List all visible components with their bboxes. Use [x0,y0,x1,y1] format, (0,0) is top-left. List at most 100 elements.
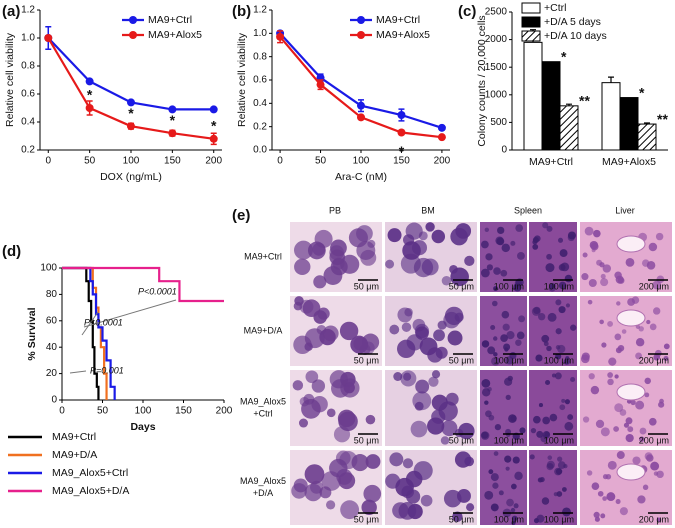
cell [495,236,504,245]
cell [421,258,439,276]
cell [529,454,535,460]
cell [554,467,562,476]
cell [545,263,555,273]
cell [614,374,619,379]
cell [555,353,562,360]
survival-line [62,266,100,400]
significance: * [399,143,405,159]
cell [606,492,616,502]
scale-label: 50 μm [449,514,474,524]
x-tick-label: 0 [277,156,283,167]
cell [623,422,630,428]
cell [481,340,490,348]
significance: * [561,48,567,64]
legend-label: MA9_Alox5+Ctrl [52,467,128,479]
p-value: P<0.0001 [84,317,123,327]
bar [523,41,543,151]
point [316,80,325,89]
column-label: PB [329,205,341,215]
column-label: BM [421,205,435,215]
cell [616,301,621,306]
cell [493,451,499,456]
cell [356,225,373,242]
cell [599,262,605,268]
cell [658,401,665,408]
x-tick-label: 0 [59,406,65,417]
cell [510,415,517,422]
cell [538,403,544,408]
cell [644,377,651,385]
cell [396,339,416,359]
cell [635,400,645,410]
cell [607,378,614,386]
row-label: MA9+Ctrl [244,251,282,261]
cell [532,244,539,250]
cell [385,473,401,489]
y-tick-label: 0.8 [21,61,35,72]
point [357,101,365,110]
vessel [616,463,646,481]
cell [425,222,435,232]
cell [485,410,492,418]
cell [599,319,604,325]
cell [652,307,661,315]
cell [323,266,343,285]
scale-label: 200 μm [639,514,669,524]
y-axis-label: % Survival [26,307,38,360]
cell [493,336,498,341]
cell [515,339,522,346]
cell [301,399,321,419]
cell [402,458,414,469]
cell [652,280,662,290]
y-axis-label: Colony counts / 20,000 cells [476,15,488,146]
cell [339,321,359,341]
cell [441,275,452,286]
cell [435,346,448,359]
cell [547,455,553,460]
cell [656,517,662,523]
survival-line [62,266,108,400]
x-tick-label: 200 [434,156,451,167]
cell [491,356,500,366]
cell [559,249,568,258]
survival-line [62,266,116,400]
cell [536,430,544,438]
cell [291,483,307,499]
cell [595,419,605,429]
x-tick-label: 200 [216,406,233,417]
scale-label: 50 μm [354,355,379,365]
cell [554,372,562,380]
x-tick-label: MA9+Alox5 [602,156,656,168]
cell [481,240,489,249]
cell [497,226,505,235]
error-bar [566,103,572,106]
cell [505,466,510,471]
cell [538,313,546,321]
cell [360,249,377,266]
y-tick-label: 100 [40,263,57,274]
cell [440,436,450,445]
cell [557,461,566,469]
row-label: +D/A [253,488,273,498]
cell [593,511,600,519]
y-tick-label: 2500 [485,7,508,18]
cell [363,484,382,503]
cell [515,224,523,232]
point [397,128,406,137]
y-tick-label: 2000 [485,34,508,45]
cell [546,345,552,352]
cell [586,470,593,476]
x-tick-label: 100 [123,156,140,167]
cell [294,296,304,306]
annotation-arrow [81,311,99,336]
y-tick-label: 0.8 [253,51,267,62]
cell [500,334,508,342]
cell [532,236,539,244]
cell [600,273,606,279]
cell [392,502,409,519]
cell [455,223,472,239]
cell [502,323,510,331]
cell [326,408,336,418]
legend-label: MA9+Ctrl [376,14,420,26]
